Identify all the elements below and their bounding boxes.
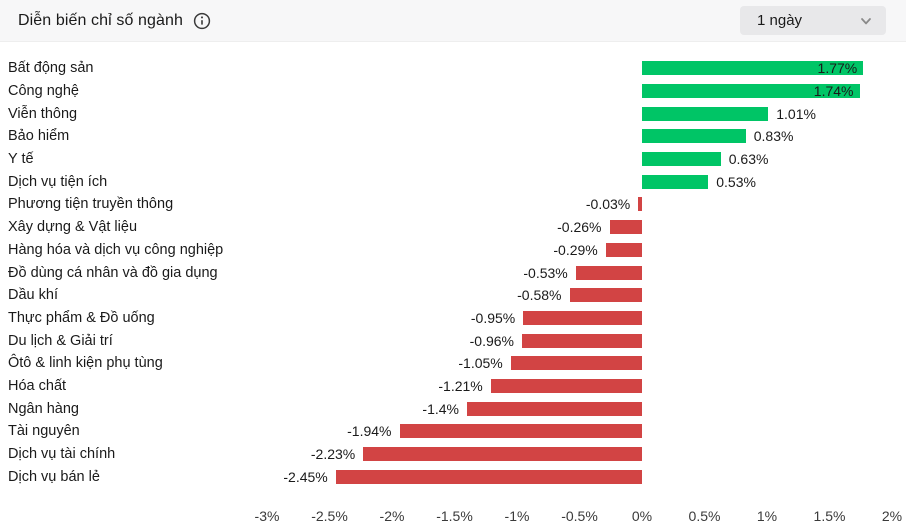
negative-bar bbox=[609, 220, 642, 235]
chart-row: Dịch vụ tài chính -2.23% bbox=[0, 443, 906, 466]
sector-bar-chart: Bất động sản 1.77% Công nghệ 1.74% Viễn thôn… bbox=[0, 57, 906, 488]
value-label: 0.83% bbox=[753, 128, 794, 145]
category-label: Viễn thông bbox=[8, 105, 78, 122]
chart-row: Tài nguyên -1.94% bbox=[0, 420, 906, 443]
negative-bar bbox=[490, 378, 642, 393]
value-label: 0.63% bbox=[728, 151, 769, 168]
category-label: Thực phẩm & Đồ uống bbox=[8, 309, 155, 326]
category-label: Y tế bbox=[8, 151, 34, 168]
title-wrap: Diễn biến chỉ số ngành bbox=[18, 12, 211, 30]
chart-row: Hàng hóa và dịch vụ công nghiệp -0.29% bbox=[0, 239, 906, 262]
positive-bar bbox=[642, 129, 746, 144]
category-label: Dịch vụ tài chính bbox=[8, 446, 116, 463]
panel-title: Diễn biến chỉ số ngành bbox=[18, 11, 183, 29]
x-axis-tick: -2.5% bbox=[311, 508, 348, 524]
chart-row: Đồ dùng cá nhân và đồ gia dụng -0.53% bbox=[0, 261, 906, 284]
negative-bar bbox=[399, 424, 642, 439]
category-label: Công nghệ bbox=[8, 83, 79, 100]
value-label: 1.74% bbox=[813, 83, 854, 100]
chart-row: Xây dựng & Vật liệu -0.26% bbox=[0, 216, 906, 239]
category-label: Ngân hàng bbox=[8, 400, 79, 417]
value-label: 1.01% bbox=[776, 105, 816, 122]
negative-bar bbox=[510, 356, 642, 371]
category-label: Ôtô & linh kiện phụ tùng bbox=[8, 355, 163, 372]
category-label: Dịch vụ tiện ích bbox=[8, 173, 108, 190]
x-axis-tick: 0% bbox=[631, 508, 653, 524]
chart-row: Bảo hiểm 0.83% bbox=[0, 125, 906, 148]
category-label: Du lịch & Giải trí bbox=[8, 332, 113, 349]
negative-bar bbox=[569, 288, 642, 303]
value-label: -0.96% bbox=[469, 332, 514, 349]
value-label: -1.4% bbox=[422, 400, 459, 417]
x-axis-tick: 0.5% bbox=[688, 508, 721, 524]
category-label: Dịch vụ bán lẻ bbox=[8, 468, 100, 485]
value-label: -0.58% bbox=[517, 287, 562, 304]
category-label: Dầu khí bbox=[8, 287, 58, 304]
value-label: -1.05% bbox=[458, 355, 503, 372]
positive-bar bbox=[642, 152, 721, 167]
chart-row: Công nghệ 1.74% bbox=[0, 80, 906, 103]
value-label: -1.21% bbox=[438, 377, 483, 394]
negative-bar bbox=[522, 333, 642, 348]
value-label: -2.23% bbox=[310, 446, 356, 463]
chart-row: Du lịch & Giải trí -0.96% bbox=[0, 329, 906, 352]
x-axis-tick: 1% bbox=[756, 508, 778, 524]
positive-bar bbox=[642, 84, 860, 99]
x-axis: -3% -2.5% -2% -1.5% -1% -0.5% 0% 0.5% 1% 1.5% 2% bbox=[0, 506, 906, 530]
value-label: -0.53% bbox=[523, 264, 568, 281]
period-dropdown-value: 1 ngày bbox=[757, 12, 803, 29]
category-label: Đồ dùng cá nhân và đồ gia dụng bbox=[8, 264, 218, 281]
value-label: -0.26% bbox=[557, 219, 602, 236]
info-circle-icon[interactable] bbox=[193, 12, 211, 30]
value-label: -2.45% bbox=[283, 468, 328, 485]
chart-row: Ngân hàng -1.4% bbox=[0, 397, 906, 420]
chart-row: Bất động sản 1.77% bbox=[0, 57, 906, 80]
chart-row: Dịch vụ bán lẻ -2.45% bbox=[0, 465, 906, 488]
category-label: Bất động sản bbox=[8, 60, 94, 77]
chart-row: Thực phẩm & Đồ uống -0.95% bbox=[0, 307, 906, 330]
positive-bar bbox=[642, 106, 769, 121]
category-label: Hàng hóa và dịch vụ công nghiệp bbox=[8, 241, 224, 258]
value-label: 0.53% bbox=[716, 173, 756, 190]
negative-bar bbox=[523, 310, 642, 325]
negative-bar bbox=[575, 265, 642, 280]
chart-row: Dầu khí -0.58% bbox=[0, 284, 906, 307]
chart-row: Viễn thông 1.01% bbox=[0, 102, 906, 125]
period-dropdown[interactable]: 1 ngày bbox=[740, 6, 886, 35]
chart-row: Hóa chất -1.21% bbox=[0, 375, 906, 398]
x-axis-tick: -2% bbox=[379, 508, 405, 524]
x-axis-tick: -3% bbox=[254, 508, 280, 524]
negative-bar bbox=[467, 401, 642, 416]
x-axis-tick: 1.5% bbox=[813, 508, 846, 524]
value-label: -0.29% bbox=[553, 241, 598, 258]
category-label: Hóa chất bbox=[8, 377, 67, 394]
negative-bar bbox=[638, 197, 642, 212]
chart-row: Phương tiện truyền thông -0.03% bbox=[0, 193, 906, 216]
category-label: Phương tiện truyền thông bbox=[8, 196, 174, 213]
x-axis-tick: -1.5% bbox=[436, 508, 473, 524]
x-axis-tick: -1% bbox=[504, 508, 530, 524]
x-axis-tick: -0.5% bbox=[561, 508, 598, 524]
category-label: Xây dựng & Vật liệu bbox=[8, 219, 138, 236]
chart-row: Ôtô & linh kiện phụ tùng -1.05% bbox=[0, 352, 906, 375]
value-label: -0.03% bbox=[585, 196, 631, 213]
chart-row: Y tế 0.63% bbox=[0, 148, 906, 171]
positive-bar bbox=[642, 61, 864, 76]
chart-row: Dịch vụ tiện ích 0.53% bbox=[0, 170, 906, 193]
category-label: Tài nguyên bbox=[8, 423, 80, 440]
value-label: 1.77% bbox=[817, 60, 858, 77]
category-label: Bảo hiểm bbox=[8, 128, 70, 145]
chevron-down-icon bbox=[859, 14, 873, 28]
x-axis-tick: 2% bbox=[881, 508, 903, 524]
negative-bar bbox=[605, 242, 642, 257]
value-label: -1.94% bbox=[347, 423, 392, 440]
negative-bar bbox=[335, 469, 642, 484]
panel-header: Diễn biến chỉ số ngành 1 ngày bbox=[0, 0, 906, 42]
positive-bar bbox=[642, 174, 709, 189]
value-label: -0.95% bbox=[470, 309, 516, 326]
negative-bar bbox=[363, 447, 642, 462]
